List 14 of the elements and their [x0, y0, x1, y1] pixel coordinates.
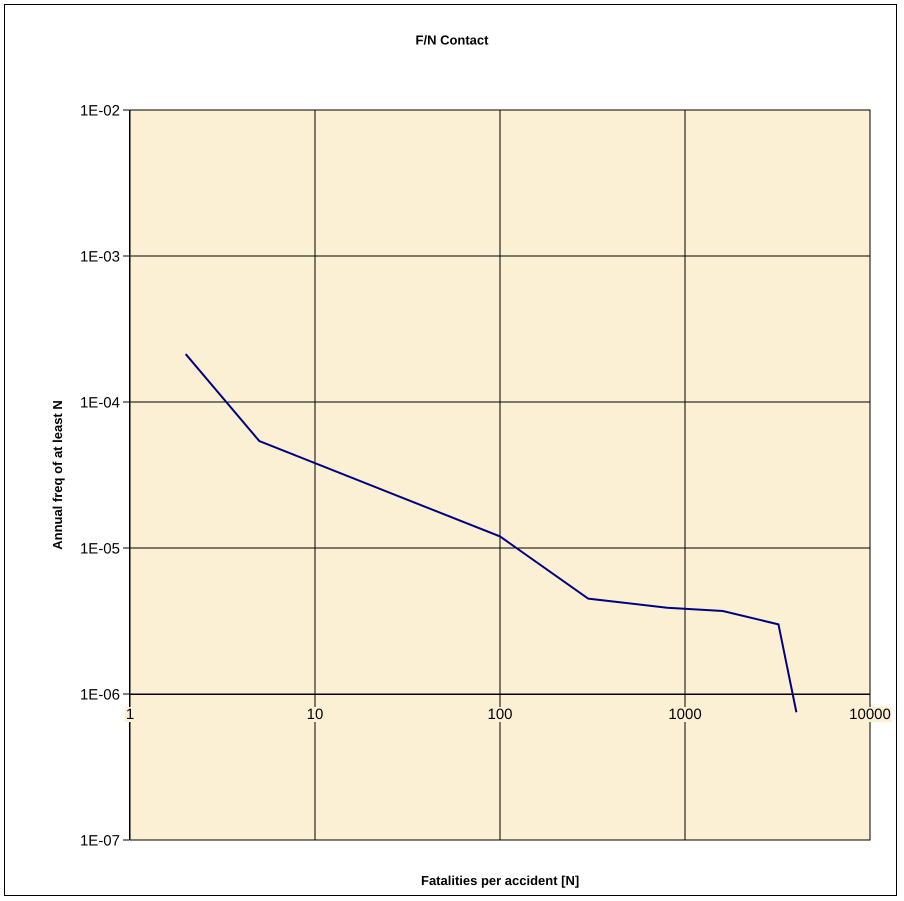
x-tick-label: 1	[126, 706, 134, 723]
x-tick-label: 10	[306, 706, 324, 723]
x-tick-label: 100	[487, 706, 513, 723]
chart-title: F/N Contact	[416, 32, 490, 48]
y-tick-label: 1E-06	[80, 686, 120, 704]
y-tick-label: 1E-03	[80, 248, 120, 266]
x-tick-label: 10000	[849, 706, 891, 723]
x-tick-label: 1000	[668, 706, 702, 723]
y-tick-label: 1E-02	[80, 102, 120, 120]
y-tick-label: 1E-04	[80, 394, 120, 412]
y-axis-title: Annual freq of at least N	[50, 400, 65, 550]
x-axis-title: Fatalities per accident [N]	[421, 873, 580, 888]
y-tick-label: 1E-07	[80, 832, 120, 850]
y-tick-label: 1E-05	[80, 540, 120, 558]
